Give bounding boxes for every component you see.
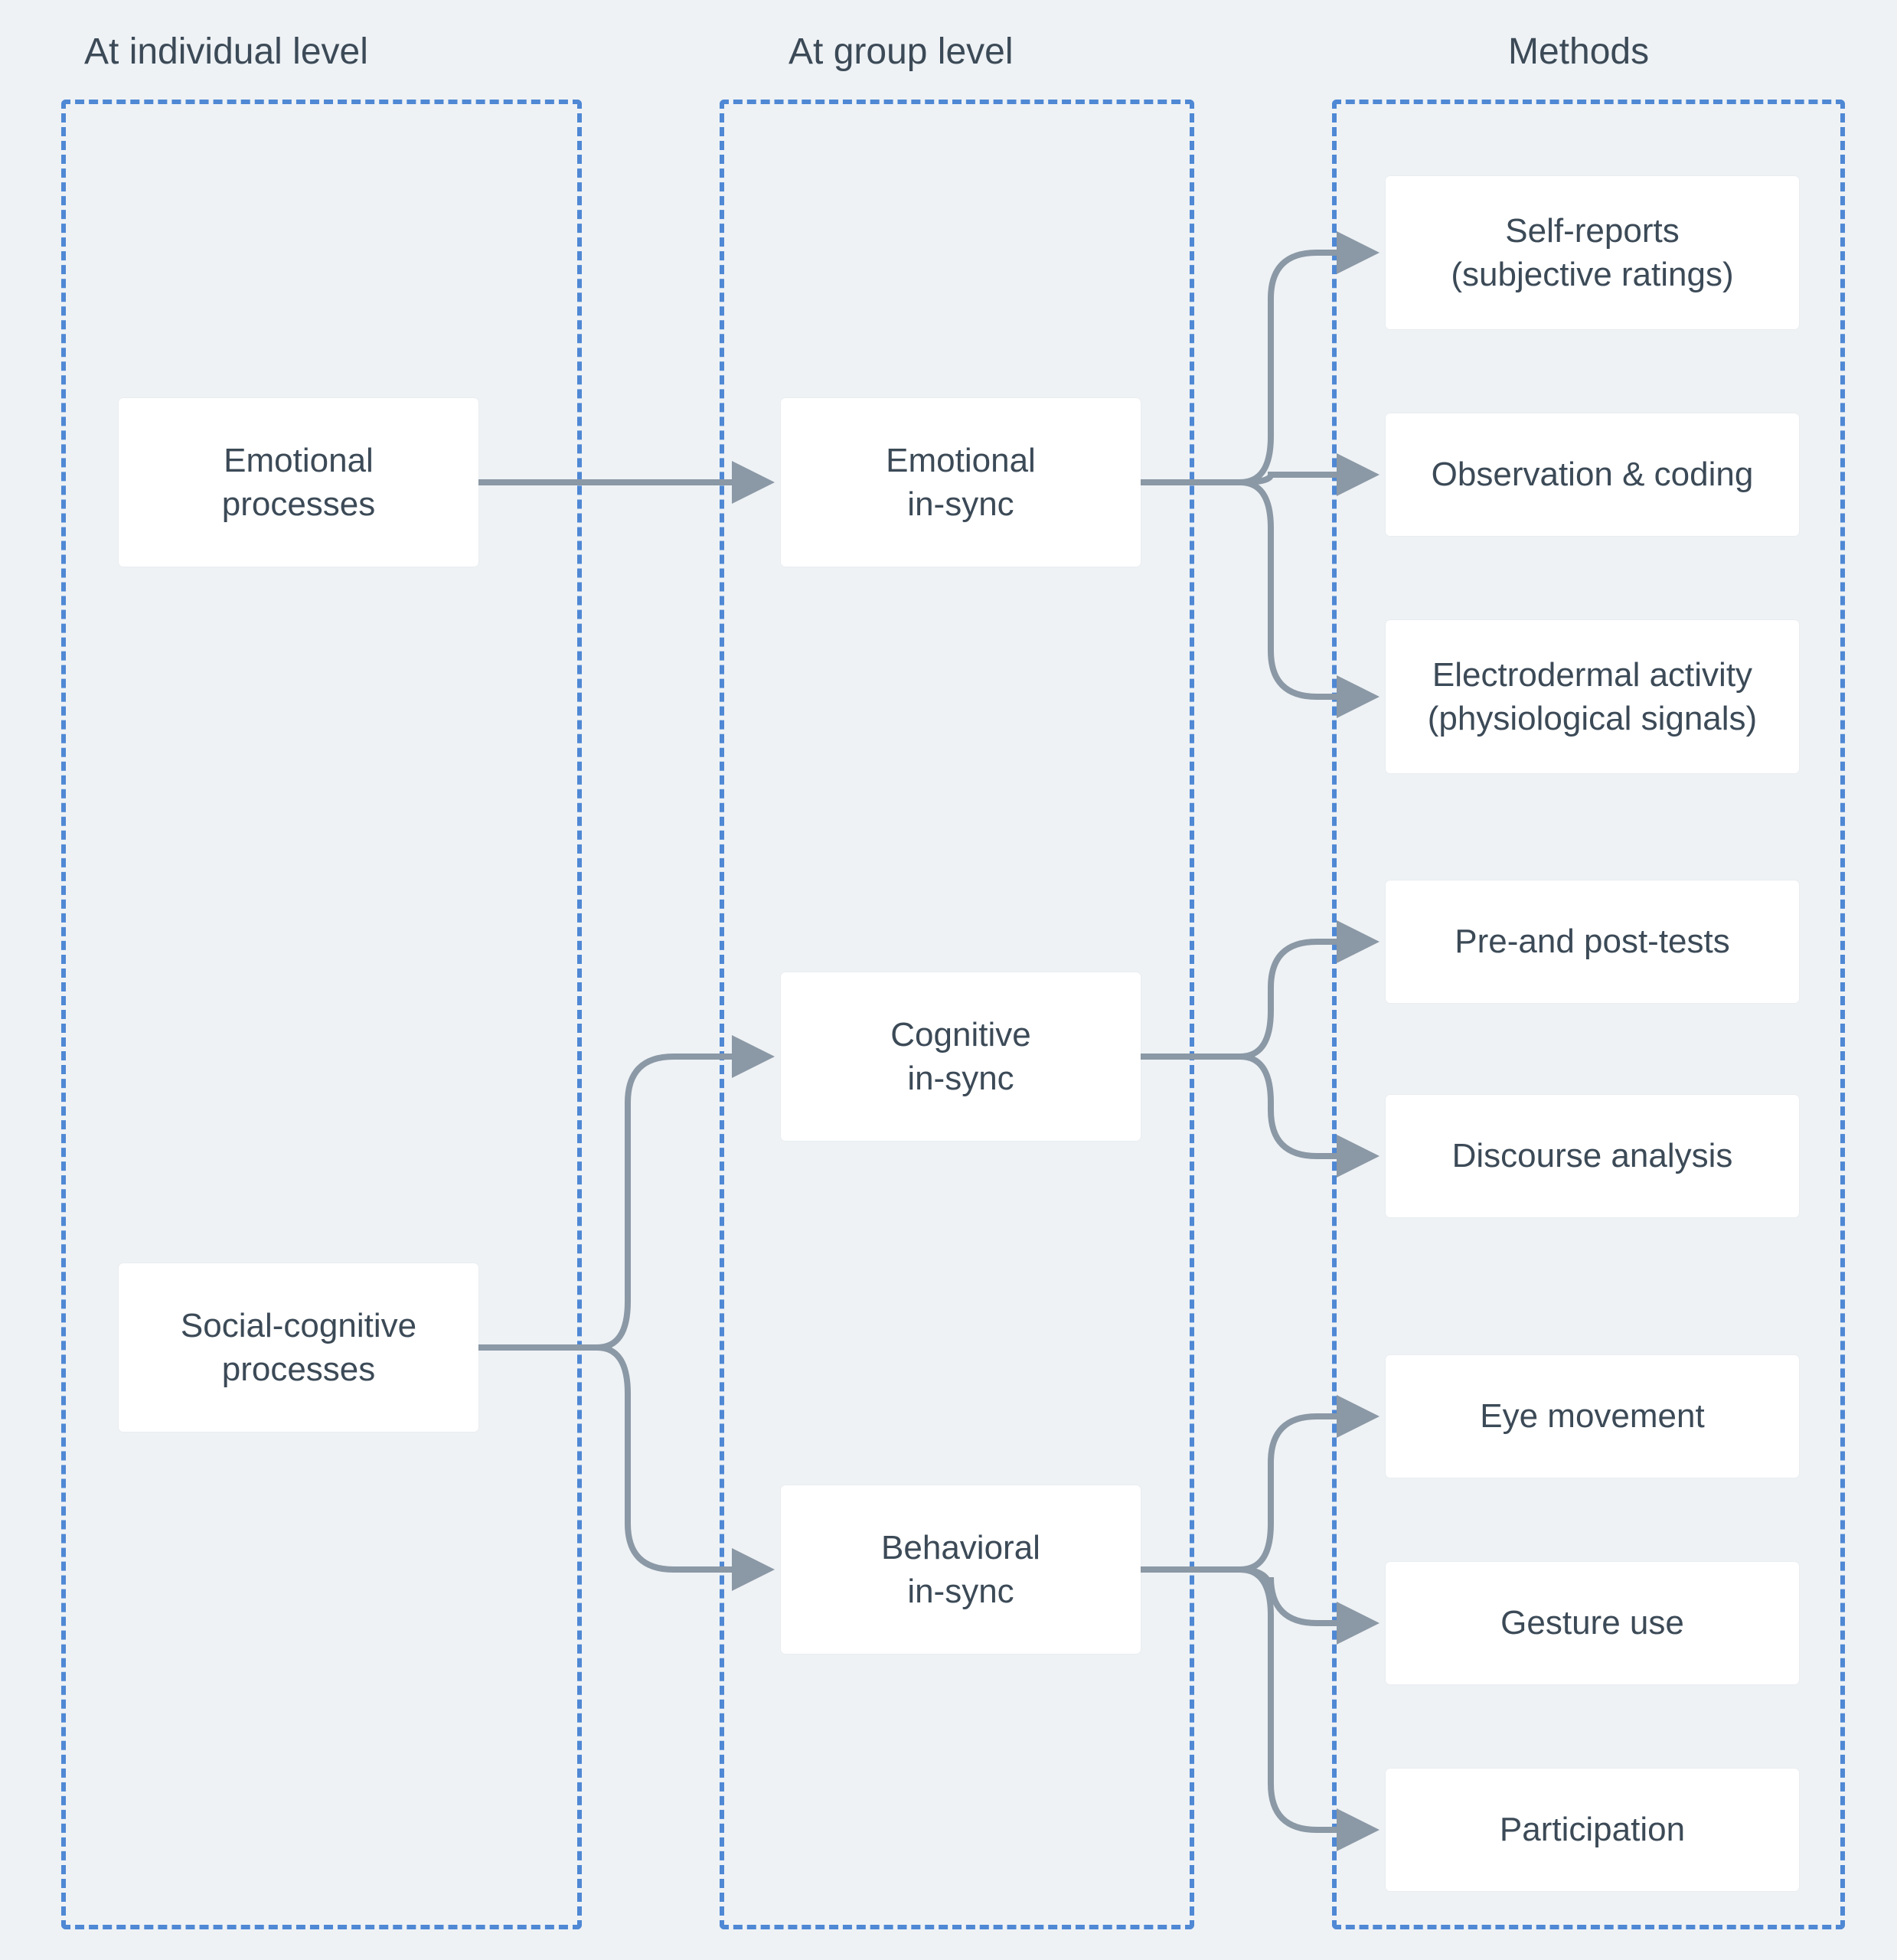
node-label: Emotionalin-sync bbox=[886, 439, 1036, 526]
node-label: Electrodermal activity(physiological sig… bbox=[1428, 653, 1757, 740]
node-gesture-use: Gesture use bbox=[1386, 1562, 1799, 1684]
node-label: Eye movement bbox=[1480, 1394, 1704, 1438]
node-observation-coding: Observation & coding bbox=[1386, 413, 1799, 536]
node-label: Gesture use bbox=[1500, 1601, 1684, 1645]
header-individual: At individual level bbox=[84, 31, 368, 73]
node-label: Pre-and post-tests bbox=[1455, 920, 1730, 963]
node-label: Observation & coding bbox=[1432, 452, 1754, 496]
node-discourse-analysis: Discourse analysis bbox=[1386, 1095, 1799, 1217]
node-label: Participation bbox=[1500, 1808, 1685, 1851]
node-label: Self-reports(subjective ratings) bbox=[1451, 209, 1733, 296]
header-group: At group level bbox=[789, 31, 1014, 73]
node-eye-movement: Eye movement bbox=[1386, 1355, 1799, 1478]
node-label: Social-cognitiveprocesses bbox=[181, 1304, 416, 1391]
node-electrodermal: Electrodermal activity(physiological sig… bbox=[1386, 620, 1799, 773]
node-social-cognitive: Social-cognitiveprocesses bbox=[119, 1263, 478, 1432]
node-emotional-insync: Emotionalin-sync bbox=[781, 398, 1141, 567]
column-individual bbox=[61, 100, 582, 1929]
node-label: Cognitivein-sync bbox=[890, 1013, 1030, 1100]
node-label: Emotionalprocesses bbox=[222, 439, 376, 526]
node-participation: Participation bbox=[1386, 1769, 1799, 1891]
node-self-reports: Self-reports(subjective ratings) bbox=[1386, 176, 1799, 329]
header-methods: Methods bbox=[1508, 31, 1649, 73]
node-pre-post-tests: Pre-and post-tests bbox=[1386, 880, 1799, 1003]
node-behavioral-insync: Behavioralin-sync bbox=[781, 1485, 1141, 1654]
node-cognitive-insync: Cognitivein-sync bbox=[781, 972, 1141, 1141]
node-label: Discourse analysis bbox=[1452, 1134, 1733, 1178]
node-emotional-processes: Emotionalprocesses bbox=[119, 398, 478, 567]
node-label: Behavioralin-sync bbox=[881, 1526, 1040, 1613]
